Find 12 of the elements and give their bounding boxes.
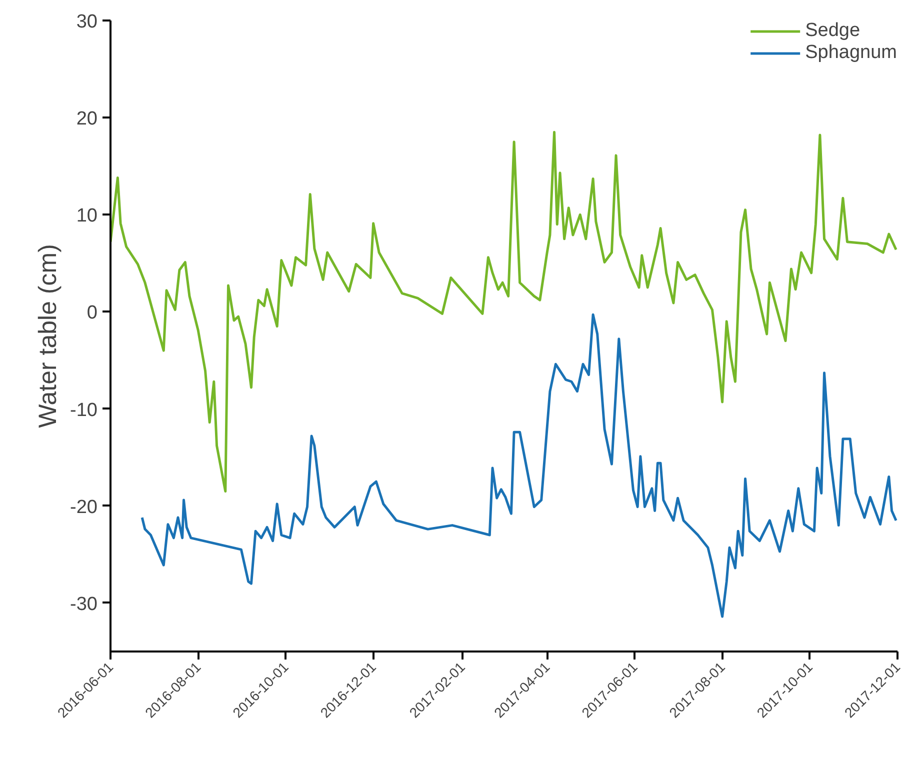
y-tick-label: -20 — [70, 496, 98, 518]
line-series — [140, 313, 898, 618]
legend-label: Sedge — [805, 20, 860, 42]
line-series — [110, 130, 898, 493]
y-tick-label: -30 — [70, 594, 98, 615]
legend-label: Sphagnum — [805, 42, 897, 64]
y-tick-label: 30 — [76, 12, 98, 32]
y-axis-title: Water table (cm) — [34, 244, 62, 428]
y-tick-label: 10 — [76, 206, 98, 227]
y-tick-label: -10 — [70, 400, 98, 421]
y-tick-label: 0 — [86, 302, 98, 324]
y-tick-label: 20 — [76, 108, 98, 130]
